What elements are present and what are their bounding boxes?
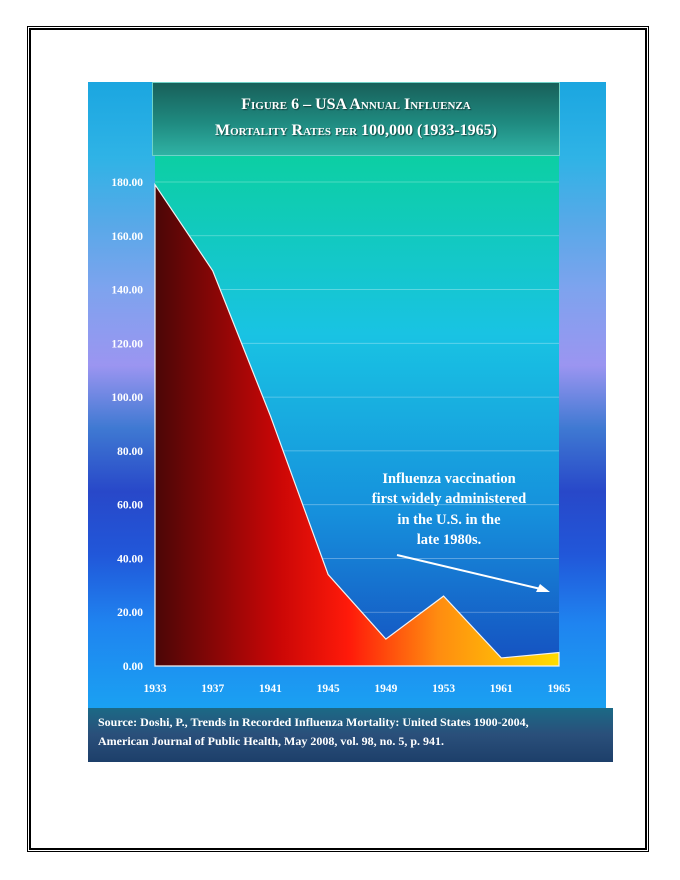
x-tick-label: 1965 — [548, 683, 571, 695]
source-line-1: Source: Doshi, P., Trends in Recorded In… — [98, 715, 529, 729]
y-tick-label: 140.00 — [111, 285, 143, 297]
source-citation: Source: Doshi, P., Trends in Recorded In… — [88, 708, 613, 762]
x-tick-label: 1945 — [317, 683, 340, 695]
annotation-line-1: Influenza vaccination — [382, 471, 515, 487]
x-tick-label: 1937 — [201, 683, 224, 695]
annotation-arrow — [396, 554, 546, 591]
y-tick-label: 40.00 — [117, 553, 143, 565]
x-tick-label: 1953 — [432, 683, 455, 695]
title-line-1: Figure 6 – USA Annual Influenza — [241, 96, 471, 113]
y-tick-label: 60.00 — [117, 500, 143, 512]
annotation-arrowhead — [536, 584, 550, 592]
title-line-2: Mortality Rates per 100,000 (1933-1965) — [214, 122, 498, 139]
annotation: Influenza vaccination first widely admin… — [372, 471, 550, 592]
y-tick-label: 20.00 — [117, 607, 143, 619]
x-axis-ticks: 1933 1937 1941 1945 1949 1953 1961 1965 — [144, 683, 571, 695]
y-tick-label: 100.00 — [111, 392, 143, 404]
y-tick-label: 0.00 — [123, 661, 143, 673]
chart-title: Figure 6 – USA Annual Influenza Mortalit… — [152, 82, 560, 156]
x-tick-label: 1933 — [144, 683, 167, 695]
y-tick-label: 80.00 — [117, 446, 143, 458]
y-axis-ticks: 0.00 20.00 40.00 60.00 80.00 100.00 120.00 140.… — [111, 177, 143, 673]
source-line-2: American Journal of Public Health, May 2… — [98, 734, 444, 748]
page-border — [27, 26, 649, 852]
x-tick-label: 1941 — [259, 683, 282, 695]
annotation-line-3: in the U.S. in the — [397, 512, 501, 528]
x-tick-label: 1949 — [374, 683, 397, 695]
y-tick-label: 180.00 — [111, 177, 143, 189]
annotation-line-2: first widely administered — [372, 491, 526, 507]
x-tick-label: 1961 — [490, 683, 513, 695]
y-tick-label: 120.00 — [111, 338, 143, 350]
annotation-line-4: late 1980s. — [417, 532, 481, 548]
area-series — [154, 182, 560, 667]
y-tick-label: 160.00 — [111, 231, 143, 243]
